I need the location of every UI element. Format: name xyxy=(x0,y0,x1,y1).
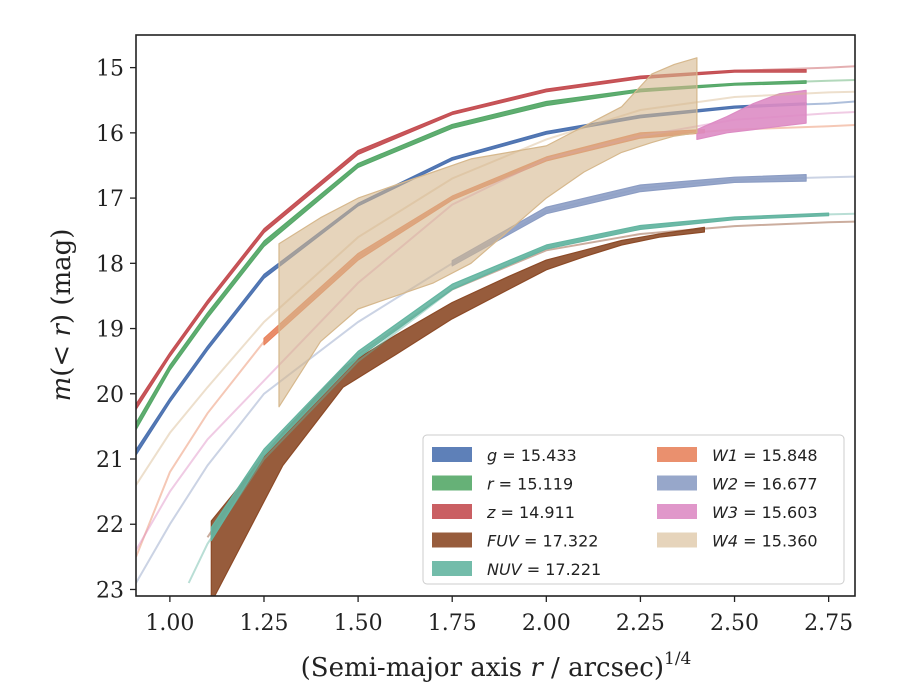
legend-box xyxy=(422,434,845,585)
series-w4 xyxy=(136,57,855,486)
legend-item-g: g = 15.433 xyxy=(432,446,577,465)
x-tick-label: 2.75 xyxy=(804,611,853,636)
legend-item-w3: W3 = 15.603 xyxy=(657,503,818,522)
legend-swatch-g xyxy=(432,447,472,462)
legend-swatch-z xyxy=(432,504,472,519)
legend-label-w1: W1 = 15.848 xyxy=(712,446,818,465)
y-tick-label: 18 xyxy=(96,252,124,277)
series-r-band xyxy=(136,80,807,431)
series-nuv-band xyxy=(210,212,830,542)
series-z-band xyxy=(136,69,807,410)
legend-swatch-w3 xyxy=(657,504,697,519)
legend-label-nuv: NUV = 17.221 xyxy=(487,560,601,579)
legend-swatch-w4 xyxy=(657,532,697,548)
legend-item-fuv: FUV = 17.322 xyxy=(432,532,598,551)
series-fuv-band xyxy=(210,226,705,596)
y-tick-label: 21 xyxy=(96,448,124,473)
x-axis: 1.00 1.25 1.50 1.75 2.00 2.25 2.50 2.75 xyxy=(145,596,853,636)
series-r xyxy=(136,79,855,431)
legend-swatch-r xyxy=(432,475,472,491)
series-z xyxy=(136,65,855,410)
series-nuv xyxy=(187,212,855,584)
legend-item-w4: W4 = 15.360 xyxy=(657,532,818,551)
legend-label-z: z = 14.911 xyxy=(486,503,575,522)
series-layer xyxy=(136,57,855,596)
legend-swatch-nuv xyxy=(432,561,472,576)
legend: g = 15.433 r = 15.119 z = 14.911 FUV = 17.3… xyxy=(422,434,845,585)
legend-label-w3: W3 = 15.603 xyxy=(712,503,818,522)
legend-item-w1: W1 = 15.848 xyxy=(657,446,818,465)
legend-swatch-fuv xyxy=(432,532,472,548)
legend-item-w2: W2 = 16.677 xyxy=(657,475,818,494)
x-tick-label: 1.25 xyxy=(239,611,288,636)
legend-label-r: r = 15.119 xyxy=(487,475,573,494)
legend-item-z: z = 14.911 xyxy=(432,503,575,522)
legend-label-w2: W2 = 16.677 xyxy=(712,475,818,494)
y-tick-label: 23 xyxy=(96,578,124,603)
legend-label-g: g = 15.433 xyxy=(487,446,577,465)
plot-frame xyxy=(135,34,856,597)
legend-swatch-w2 xyxy=(657,475,697,491)
legend-item-r: r = 15.119 xyxy=(432,475,573,494)
x-tick-label: 1.75 xyxy=(428,611,477,636)
legend-label-w4: W4 = 15.360 xyxy=(712,532,818,551)
x-tick-label: 1.50 xyxy=(334,611,383,636)
y-tick-label: 22 xyxy=(96,513,124,538)
x-tick-label: 2.25 xyxy=(616,611,665,636)
y-tick-label: 20 xyxy=(96,383,124,408)
y-axis: 15 16 17 18 19 20 21 22 23 xyxy=(96,57,136,603)
x-tick-label: 2.00 xyxy=(522,611,571,636)
series-w3-band xyxy=(696,89,807,140)
legend-label-fuv: FUV = 17.322 xyxy=(487,532,598,551)
x-axis-title: (Semi-major axis r / arcsec)1/4 xyxy=(301,649,692,683)
series-w2-band xyxy=(451,174,807,267)
y-tick-label: 17 xyxy=(96,187,124,212)
x-tick-label: 2.50 xyxy=(710,611,759,636)
y-tick-label: 16 xyxy=(96,122,124,147)
series-w4-band xyxy=(278,57,698,408)
y-tick-label: 19 xyxy=(96,318,124,343)
x-axis-exponent: 1/4 xyxy=(664,649,691,669)
legend-item-nuv: NUV = 17.221 xyxy=(432,560,601,579)
x-tick-label: 1.00 xyxy=(145,611,194,636)
y-tick-label: 15 xyxy=(96,57,124,82)
y-axis-title: m(< r) (mag) xyxy=(47,229,77,402)
legend-swatch-w1 xyxy=(657,447,697,462)
